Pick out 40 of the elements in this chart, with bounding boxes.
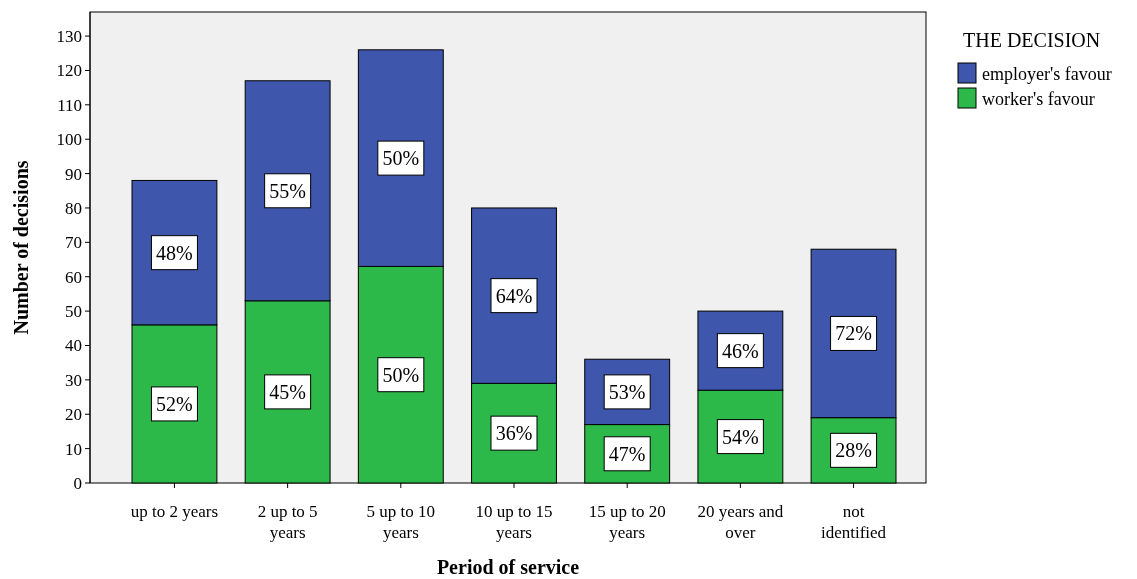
x-tick-label: 10 up to 15 years	[475, 502, 553, 542]
legend-label: employer's favour	[982, 64, 1112, 84]
annotation: 47%	[608, 442, 646, 465]
x-tick-label: 15 up to 20 years	[588, 502, 666, 542]
x-axis-title: Period of service	[436, 556, 580, 578]
annotation: 50%	[382, 363, 420, 386]
annotation: 72%	[835, 322, 872, 345]
annotation: 54%	[722, 425, 759, 448]
annotation: 45%	[269, 380, 306, 403]
y-tick-label: 100	[56, 130, 82, 150]
x-tick-label: up to 2 years	[130, 502, 219, 521]
y-tick-label: 120	[56, 61, 82, 81]
legend-label: worker's favour	[982, 89, 1095, 109]
x-tick-label: 2 up to 5 years	[257, 502, 318, 542]
y-tick-label: 110	[57, 95, 82, 115]
annotation: 64%	[495, 284, 533, 307]
x-tick-label: 5 up to 10 years	[366, 502, 436, 542]
y-tick-label: 50	[65, 302, 82, 322]
y-tick-label: 20	[65, 405, 82, 425]
y-tick-label: 30	[65, 370, 82, 390]
y-tick-label: 40	[65, 336, 82, 356]
y-tick-label: 130	[56, 27, 82, 47]
annotation: 52%	[156, 392, 193, 415]
annotation: 36%	[495, 422, 533, 445]
annotation: 55%	[269, 179, 306, 202]
legend-title: THE DECISION	[963, 29, 1101, 51]
annotation: 28%	[835, 439, 872, 462]
y-tick-label: 90	[65, 164, 82, 184]
y-tick-label: 80	[65, 198, 82, 218]
y-axis-title: Number of decisions	[10, 160, 32, 335]
annotation: 50%	[382, 147, 420, 170]
annotation: 46%	[722, 339, 759, 362]
x-tick-label: not identified	[820, 502, 887, 542]
annotation: 48%	[156, 241, 193, 264]
y-tick-label: 70	[65, 233, 82, 253]
y-tick-label: 10	[65, 439, 82, 459]
annotation: 53%	[608, 380, 646, 403]
x-tick-label: 20 years and over	[697, 502, 784, 542]
y-tick-label: 0	[73, 474, 82, 493]
y-tick-label: 60	[65, 267, 82, 287]
